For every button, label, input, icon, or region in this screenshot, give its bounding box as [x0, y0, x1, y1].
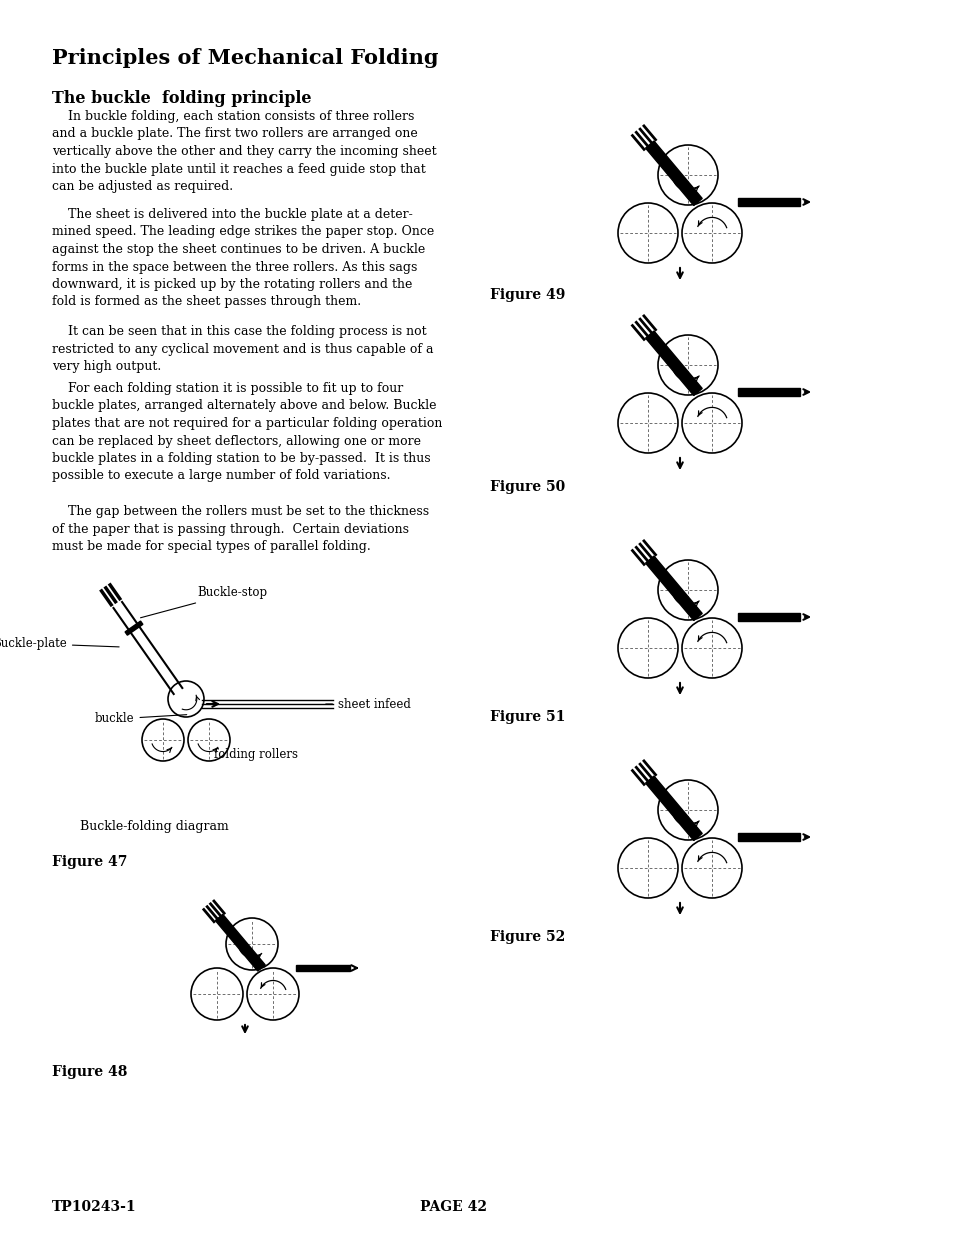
Text: Figure 49: Figure 49 [490, 288, 565, 303]
Polygon shape [645, 556, 701, 620]
Text: buckle: buckle [94, 713, 187, 725]
Text: Buckle-folding diagram: Buckle-folding diagram [80, 820, 229, 832]
Text: It can be seen that in this case the folding process is not
restricted to any cy: It can be seen that in this case the fol… [52, 325, 433, 373]
Text: The buckle  folding principle: The buckle folding principle [52, 90, 312, 107]
Polygon shape [645, 776, 701, 841]
Polygon shape [215, 914, 265, 971]
Text: For each folding station it is possible to fit up to four
buckle plates, arrange: For each folding station it is possible … [52, 382, 442, 483]
Polygon shape [738, 198, 800, 206]
Text: In buckle folding, each station consists of three rollers
and a buckle plate. Th: In buckle folding, each station consists… [52, 110, 436, 193]
Polygon shape [738, 613, 800, 621]
Text: Figure 50: Figure 50 [490, 480, 565, 494]
Text: TP10243-1: TP10243-1 [52, 1200, 136, 1214]
Text: The gap between the rollers must be set to the thickness
of the paper that is pa: The gap between the rollers must be set … [52, 505, 429, 553]
Polygon shape [738, 388, 800, 396]
Text: The sheet is delivered into the buckle plate at a deter-
mined speed. The leadin: The sheet is delivered into the buckle p… [52, 207, 434, 309]
Text: PAGE 42: PAGE 42 [419, 1200, 486, 1214]
Text: Buckle-plate: Buckle-plate [0, 637, 119, 650]
Polygon shape [125, 621, 143, 635]
Polygon shape [295, 965, 350, 971]
Text: Buckle-stop: Buckle-stop [140, 587, 268, 618]
Text: folding rollers: folding rollers [213, 748, 297, 761]
Text: Figure 48: Figure 48 [52, 1065, 128, 1079]
Polygon shape [645, 141, 701, 205]
Polygon shape [645, 331, 701, 395]
Text: sheet infeed: sheet infeed [325, 698, 411, 710]
Text: Figure 51: Figure 51 [490, 710, 565, 724]
Polygon shape [738, 832, 800, 841]
Text: Figure 47: Figure 47 [52, 855, 128, 869]
Text: Figure 52: Figure 52 [490, 930, 565, 944]
Text: Principles of Mechanical Folding: Principles of Mechanical Folding [52, 48, 438, 68]
